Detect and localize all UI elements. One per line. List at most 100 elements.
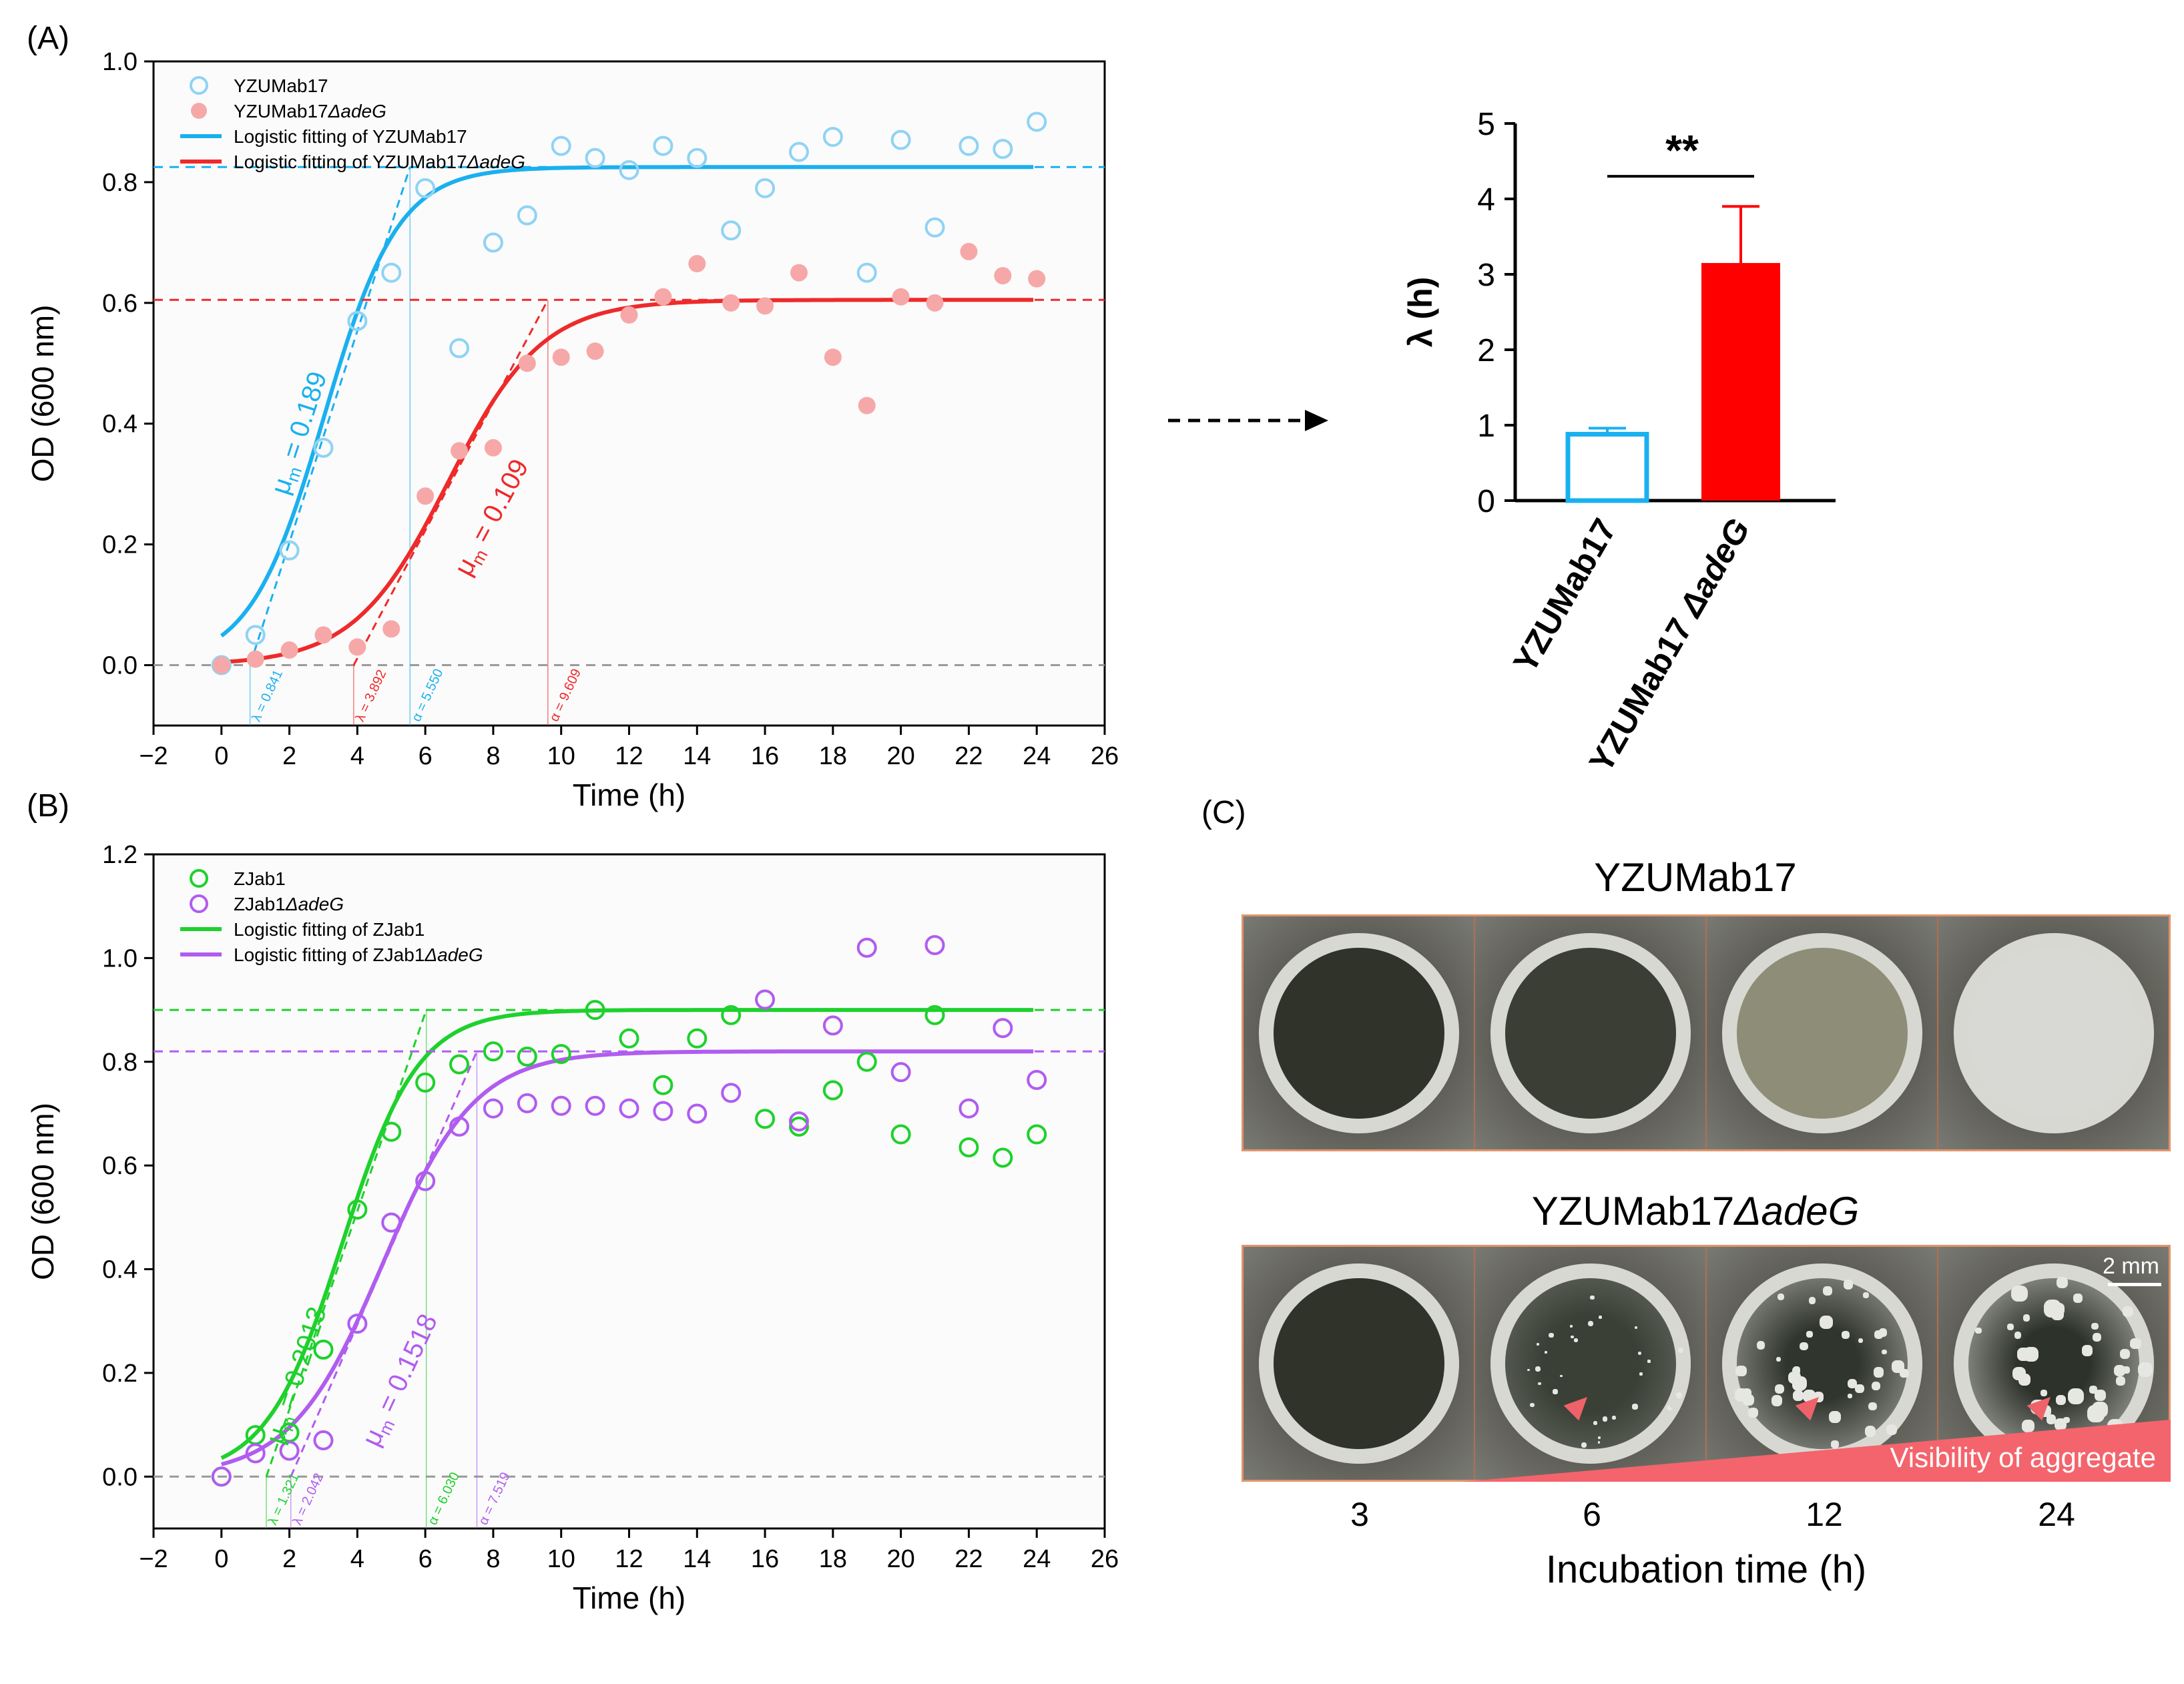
aggregate-speck <box>2087 1405 2105 1422</box>
chart-a-xtick-label: 10 <box>547 742 575 770</box>
chart-b-point-0 <box>449 1054 470 1075</box>
well-ring <box>1953 932 2154 1133</box>
aggregate-speck <box>2073 1293 2083 1303</box>
time-label-12: 12 <box>1806 1496 1843 1533</box>
aggregate-speck <box>1632 1404 1638 1410</box>
bar-ytick-label: 0 <box>1477 484 1495 519</box>
chart-b-legend-text: Logistic fitting of ZJab1ΔadeG <box>234 944 483 965</box>
chart-a-ytick-label: 0.6 <box>102 290 138 318</box>
chart-b-point-1 <box>687 1103 708 1124</box>
chart-a-xlabel: Time (h) <box>573 778 686 812</box>
aggregate-speck <box>2007 1324 2014 1331</box>
aggregate-speck <box>1611 1416 1616 1420</box>
chart-a-point-1 <box>586 342 604 360</box>
aggregate-speck <box>2091 1322 2099 1330</box>
well-photo <box>1707 1247 1938 1480</box>
chart-b-xtick-label: 4 <box>350 1545 364 1573</box>
chart-a-point-0 <box>822 127 843 148</box>
chart-b-point-1 <box>449 1116 470 1137</box>
bar-ytick-label: 1 <box>1477 408 1495 444</box>
chart-b-xtick-label: 8 <box>486 1545 500 1573</box>
photo-title-mutant-italic: ΔadeG <box>1734 1189 1860 1233</box>
chart-a-ytick-label: 0.2 <box>102 531 138 559</box>
chart-b-xtick-label: 16 <box>751 1545 779 1573</box>
chart-a-point-1 <box>518 354 536 372</box>
chart-b-ytick-label: 0.6 <box>102 1152 138 1180</box>
aggregate-speck <box>1747 1408 1758 1418</box>
photo-row-mutant <box>1242 1245 2171 1482</box>
chart-a-point-0 <box>788 142 809 162</box>
chart-a-plot-area <box>152 60 1106 727</box>
aggregate-speck <box>2055 1395 2067 1406</box>
chart-b-point-0 <box>619 1028 639 1049</box>
chart-a-point-0 <box>415 178 436 198</box>
chart-a-ylabel: OD (600 nm) <box>25 305 60 483</box>
chart-b-point-1 <box>959 1098 979 1119</box>
chart-b-point-1 <box>381 1212 402 1233</box>
chart-b-point-1 <box>551 1095 571 1116</box>
chart-b-xtick-label: 24 <box>1023 1545 1051 1573</box>
aggregate-speck <box>1828 1411 1841 1424</box>
bar-ytick-label: 4 <box>1477 182 1495 218</box>
chart-a-point-0 <box>245 625 266 645</box>
chart-b-fit-curve <box>220 1008 1034 1460</box>
aggregate-speck <box>1873 1367 1884 1378</box>
chart-a-point-1 <box>280 641 298 659</box>
chart-b-xtick-label: 22 <box>954 1545 983 1573</box>
chart-a-xtick-label: 0 <box>214 742 228 770</box>
chart-b-point-0 <box>415 1072 436 1093</box>
chart-a-xtick-label: 16 <box>751 742 779 770</box>
aggregate-speck <box>1536 1343 1539 1346</box>
aggregate-speck <box>1647 1360 1651 1363</box>
well-photo <box>1938 916 2169 1149</box>
aggregate-speck <box>2113 1365 2125 1377</box>
aggregate-speck <box>1871 1381 1881 1391</box>
aggregate-speck <box>2010 1285 2028 1302</box>
chart-b-point-1 <box>924 934 945 955</box>
chart-b-point-1 <box>788 1111 809 1132</box>
aggregate-speck <box>1603 1416 1608 1422</box>
aggregate-speck <box>1776 1356 1781 1362</box>
chart-b-point-0 <box>381 1121 402 1142</box>
aggregate-speck <box>2130 1338 2141 1350</box>
well-photo <box>1244 1247 1475 1480</box>
chart-b-point-1 <box>585 1095 605 1116</box>
aggregate-speck <box>1571 1336 1574 1339</box>
chart-a-point-0 <box>1027 111 1047 132</box>
aggregate-speck <box>1858 1338 1864 1344</box>
chart-b-legend-text: Logistic fitting of ZJab1 <box>234 919 425 940</box>
chart-b-point-0 <box>687 1028 708 1049</box>
aggregate-speck <box>2022 1420 2035 1433</box>
bar-ytick-label: 5 <box>1477 107 1495 142</box>
aggregate-speck <box>1771 1395 1783 1407</box>
chart-a-xtick-label: 8 <box>486 742 500 770</box>
aggregate-speck <box>1823 1286 1833 1296</box>
visibility-label: Visibility of aggregate <box>1890 1442 2156 1473</box>
aggregate-speck <box>2040 1390 2048 1397</box>
chart-a-point-0 <box>619 160 639 180</box>
chart-b-point-0 <box>483 1041 503 1062</box>
chart-b-point-0 <box>585 1000 605 1021</box>
aggregate-speck <box>1813 1392 1824 1402</box>
chart-a-point-0 <box>755 178 776 198</box>
chart-a-xtick-label: 22 <box>954 742 983 770</box>
aggregate-speck <box>1527 1368 1530 1372</box>
chart-b-xtick-label: 26 <box>1091 1545 1119 1573</box>
aggregate-speck <box>1742 1394 1754 1406</box>
chart-a-xtick-label: 18 <box>819 742 847 770</box>
chart-a-ytick-label: 0.0 <box>102 652 138 680</box>
aggregate-speck <box>1847 1393 1852 1398</box>
chart-a-xtick-label: 26 <box>1091 742 1119 770</box>
bar-ytick-label: 3 <box>1477 258 1495 293</box>
chart-a-legend-text: Logistic fitting of YZUMab17 <box>234 126 467 147</box>
chart-a-tangent-line <box>249 166 411 666</box>
chart-b-point-0 <box>1027 1124 1047 1145</box>
chart-a-point-0 <box>279 540 300 561</box>
chart-a-xtick-label: 24 <box>1023 742 1051 770</box>
well-photo <box>1475 916 1707 1149</box>
dashed-arrow-icon <box>1168 410 1328 431</box>
well-ring <box>1721 932 1922 1133</box>
aggregate-speck <box>2122 1366 2130 1374</box>
chart-a-point-0 <box>959 135 979 156</box>
